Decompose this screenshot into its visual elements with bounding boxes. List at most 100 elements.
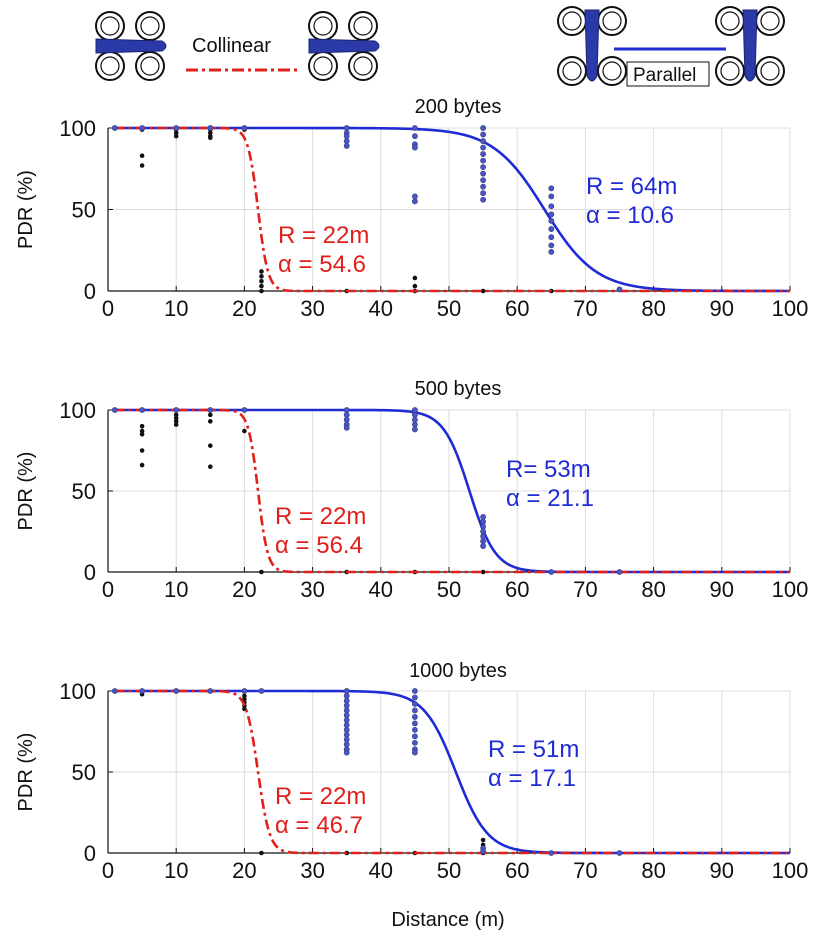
- annotation-parallel: α = 10.6: [586, 202, 674, 229]
- data-point-collinear: [259, 283, 264, 289]
- y-axis-label: PDR (%): [15, 733, 37, 812]
- y-tick-label: 50: [72, 760, 96, 785]
- data-point-parallel: [411, 411, 418, 418]
- data-point-parallel: [480, 196, 486, 203]
- data-point-parallel: [241, 407, 248, 413]
- annotation-parallel: R = 51m: [488, 736, 579, 763]
- data-point-collinear: [259, 850, 264, 856]
- x-tick-label: 90: [710, 296, 734, 321]
- data-point-parallel: [173, 688, 180, 694]
- x-tick-label: 80: [641, 858, 665, 883]
- data-point-collinear: [242, 696, 247, 702]
- data-point-parallel: [548, 211, 555, 218]
- annotation-parallel: R= 53m: [506, 456, 591, 483]
- data-point-parallel: [258, 688, 265, 694]
- x-tick-label: 40: [369, 296, 393, 321]
- x-tick-label: 20: [232, 577, 256, 602]
- data-point-parallel: [480, 164, 486, 171]
- data-point-collinear: [139, 153, 145, 159]
- data-point-parallel: [480, 131, 486, 138]
- data-point-collinear: [173, 130, 179, 136]
- x-tick-label: 80: [641, 296, 665, 321]
- x-tick-label: 50: [437, 858, 461, 883]
- data-point-collinear: [173, 419, 179, 424]
- x-tick-label: 60: [505, 858, 529, 883]
- data-point-parallel: [480, 151, 486, 157]
- annotation-parallel: α = 21.1: [506, 485, 594, 512]
- x-tick-label: 50: [437, 577, 461, 602]
- data-point-parallel: [411, 739, 418, 746]
- data-point-parallel: [343, 688, 350, 694]
- data-point-collinear: [139, 462, 145, 468]
- data-point-parallel: [548, 193, 555, 200]
- data-point-collinear: [259, 569, 264, 575]
- data-point-parallel: [343, 707, 350, 714]
- data-point-parallel: [480, 157, 486, 164]
- data-point-parallel: [411, 720, 418, 727]
- data-point-collinear: [259, 288, 264, 294]
- data-point-collinear: [208, 412, 213, 418]
- data-point-parallel: [480, 138, 486, 144]
- data-point-parallel: [173, 407, 180, 413]
- data-point-parallel: [480, 170, 486, 177]
- data-point-collinear: [259, 269, 264, 274]
- subplot: 0 10 20 30 40 50 60 70 80 90 100 0 50 100 500 bytes PDR…: [15, 378, 808, 602]
- data-point-parallel: [343, 424, 350, 431]
- x-tick-label: 0: [102, 296, 114, 321]
- data-point-parallel: [411, 193, 418, 200]
- y-tick-label: 0: [84, 560, 96, 585]
- x-tick-label: 20: [232, 858, 256, 883]
- data-point-collinear: [259, 274, 264, 279]
- data-point-parallel: [411, 733, 418, 740]
- legend-collinear: Collinear: [95, 11, 380, 81]
- data-point-parallel: [207, 407, 214, 413]
- x-tick-label: 60: [505, 577, 529, 602]
- series-line-collinear: [114, 408, 790, 574]
- data-point-parallel: [343, 143, 350, 149]
- data-point-parallel: [548, 850, 555, 856]
- y-tick-label: 100: [59, 398, 96, 423]
- data-point-parallel: [411, 694, 418, 701]
- data-point-parallel: [139, 688, 145, 694]
- data-point-collinear: [208, 419, 213, 424]
- data-point-parallel: [548, 242, 555, 249]
- data-point-parallel: [480, 848, 486, 855]
- data-point-collinear: [480, 837, 486, 843]
- data-point-parallel: [411, 416, 418, 423]
- x-tick-label: 50: [437, 296, 461, 321]
- data-point-parallel: [343, 726, 350, 733]
- data-point-collinear: [208, 443, 213, 448]
- data-point-parallel: [616, 286, 623, 293]
- data-point-collinear: [480, 288, 486, 294]
- data-point-collinear: [139, 432, 145, 437]
- x-tick-label: 60: [505, 296, 529, 321]
- data-point-parallel: [548, 226, 555, 232]
- data-point-collinear: [242, 428, 247, 434]
- drone-icon: [95, 11, 167, 81]
- data-point-collinear: [208, 135, 213, 141]
- data-point-parallel: [111, 688, 118, 694]
- data-point-parallel: [343, 722, 350, 728]
- annotation-parallel: R = 64m: [586, 173, 677, 200]
- annotation-collinear: R = 22m: [278, 222, 369, 249]
- x-tick-label: 0: [102, 577, 114, 602]
- data-point-collinear: [259, 278, 264, 284]
- data-point-parallel: [343, 133, 350, 140]
- data-point-collinear: [139, 163, 145, 168]
- x-tick-label: 70: [573, 296, 597, 321]
- y-tick-label: 50: [72, 198, 96, 223]
- annotation-collinear: α = 54.6: [278, 251, 366, 278]
- data-point-parallel: [548, 248, 555, 255]
- data-point-parallel: [343, 741, 350, 748]
- data-point-parallel: [343, 712, 350, 719]
- data-point-parallel: [343, 125, 350, 131]
- x-tick-label: 90: [710, 858, 734, 883]
- data-point-parallel: [207, 688, 214, 694]
- data-point-parallel: [480, 183, 486, 190]
- data-point-parallel: [411, 749, 418, 756]
- data-point-parallel: [343, 692, 350, 699]
- data-point-parallel: [480, 177, 486, 184]
- data-point-parallel: [411, 714, 418, 720]
- x-tick-label: 20: [232, 296, 256, 321]
- data-point-parallel: [139, 125, 145, 131]
